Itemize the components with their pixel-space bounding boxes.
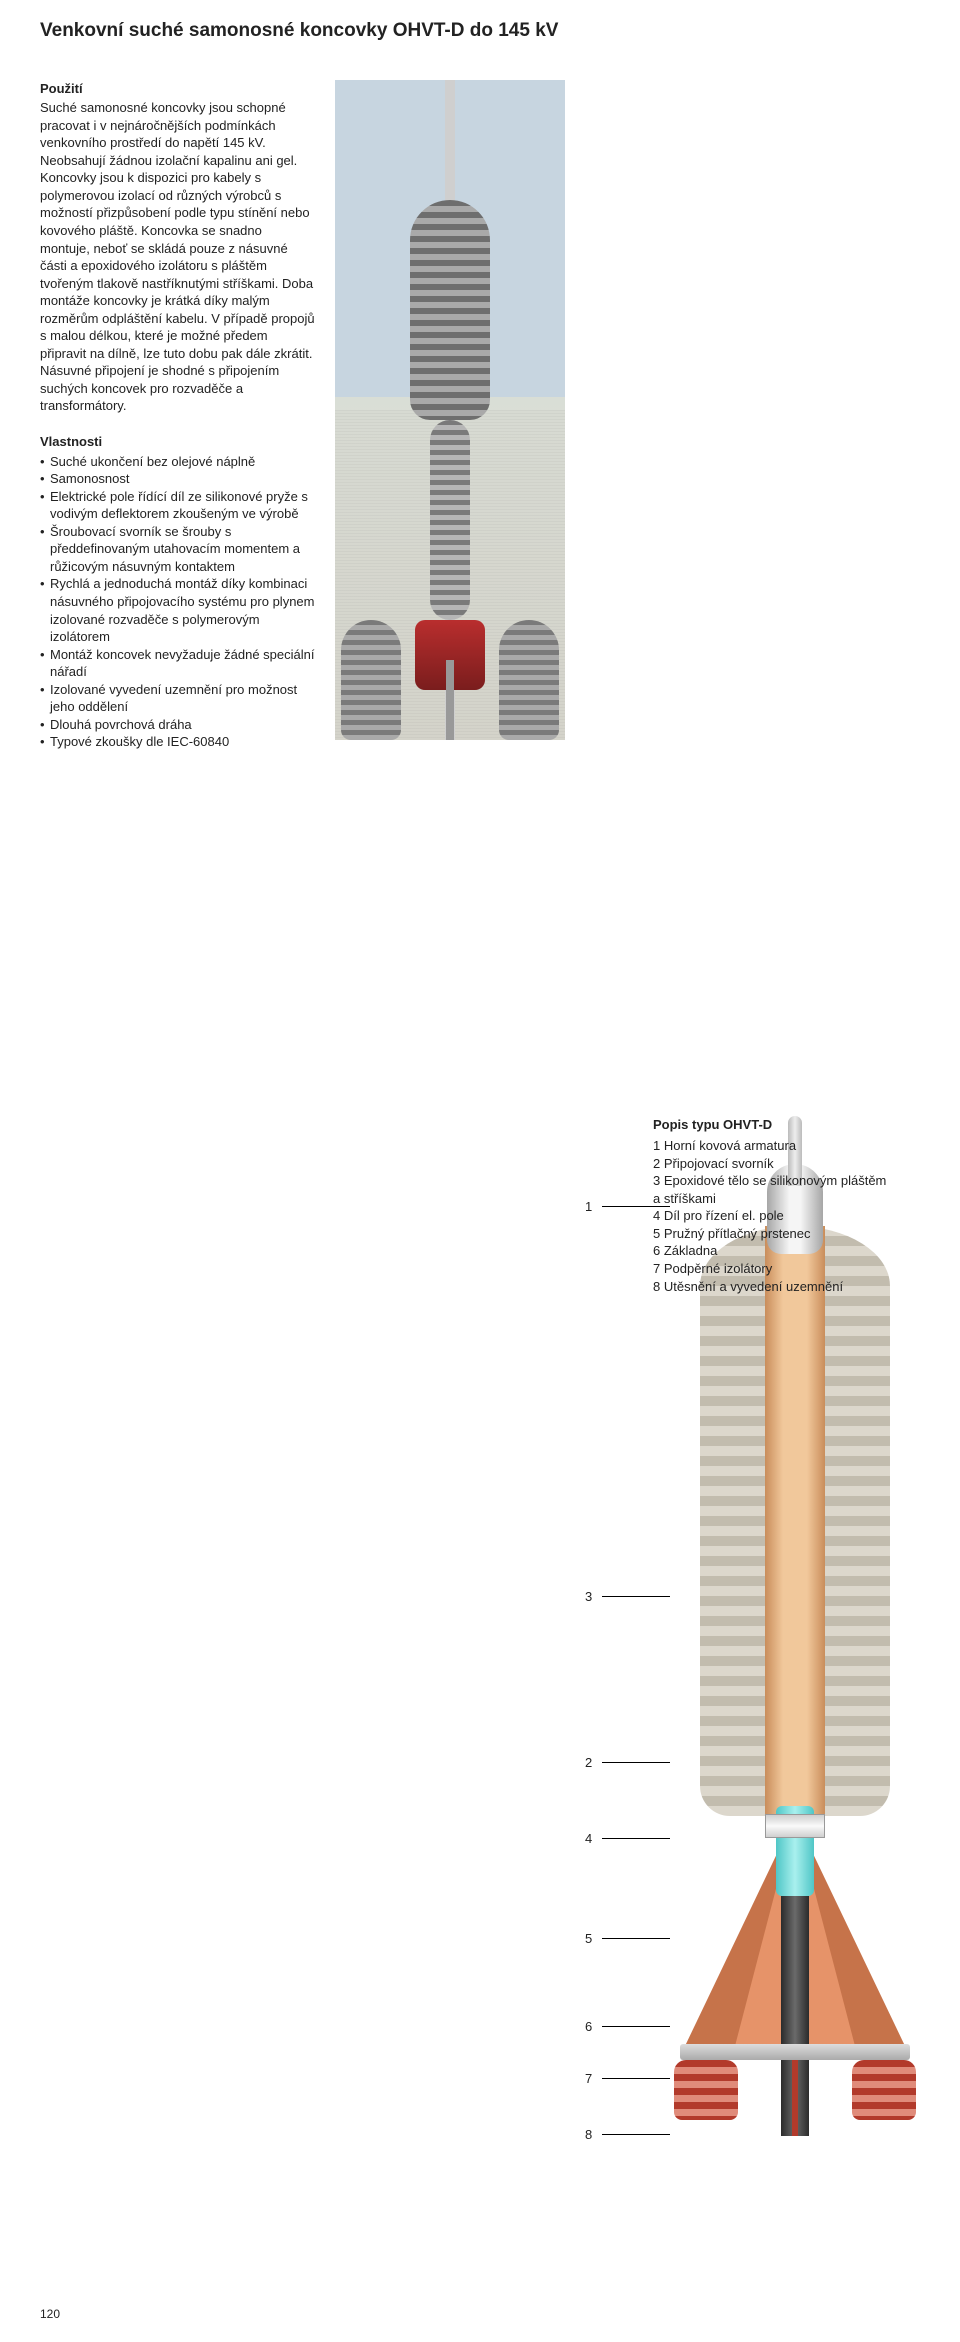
- feature-item: Montáž koncovek nevyžaduje žádné speciál…: [40, 646, 315, 681]
- product-photo: [335, 80, 565, 740]
- usage-heading: Použití: [40, 80, 315, 98]
- callout-6: 6: [585, 2018, 670, 2036]
- callout-5: 5: [585, 1930, 670, 1948]
- legend-item: 6 Základna: [653, 1242, 920, 1260]
- callout-number: 6: [585, 2018, 592, 2036]
- photo-base-rod: [446, 660, 454, 740]
- legend-item: 5 Pružný přítlačný prstenec: [653, 1225, 920, 1243]
- legend-item: 2 Připojovací svorník: [653, 1155, 920, 1173]
- diagram-clamp: [765, 1814, 825, 1838]
- legend-item: 8 Utěsnění a vyvedení uzemnění: [653, 1278, 920, 1296]
- callout-2: 2: [585, 1754, 670, 1772]
- photo-insulator: [410, 200, 490, 420]
- callout-number: 8: [585, 2126, 592, 2144]
- callout-8: 8: [585, 2126, 670, 2144]
- right-column: 13245678 Popis typu OHVT-D 1 Horní kovov…: [585, 80, 920, 2276]
- features-list: Suché ukončení bez olejové náplněSamonos…: [40, 453, 315, 751]
- page-title: Venkovní suché samonosné koncovky OHVT-D…: [40, 18, 920, 44]
- callout-number: 2: [585, 1754, 592, 1772]
- left-column: Použití Suché samonosné koncovky jsou sc…: [40, 80, 315, 2276]
- callout-number: 5: [585, 1930, 592, 1948]
- legend-item: 7 Podpěrné izolátory: [653, 1260, 920, 1278]
- callout-number: 4: [585, 1830, 592, 1848]
- feature-item: Dlouhá povrchová dráha: [40, 716, 315, 734]
- middle-column: [335, 80, 565, 2276]
- diagram-baseplate: [680, 2044, 910, 2060]
- features-heading: Vlastnosti: [40, 433, 315, 451]
- feature-item: Izolované vyvedení uzemnění pro možnost …: [40, 681, 315, 716]
- diagram-ground-lead: [792, 2060, 798, 2136]
- diagram-epoxy-body: [765, 1226, 825, 1816]
- usage-body: Suché samonosné koncovky jsou schopné pr…: [40, 100, 315, 413]
- callout-line: [602, 1762, 670, 1763]
- callout-number: 3: [585, 1588, 592, 1606]
- callout-4: 4: [585, 1830, 670, 1848]
- callout-line: [602, 1838, 670, 1839]
- callout-line: [602, 2078, 670, 2079]
- feature-item: Elektrické pole řídící díl ze silikonové…: [40, 488, 315, 523]
- photo-right-unit: [499, 620, 559, 740]
- diagram-support-left: [674, 2060, 738, 2120]
- legend-item: 3 Epoxidové tělo se silikonovým pláštěm: [653, 1172, 920, 1190]
- page-footer: 120: [40, 2306, 920, 2322]
- feature-item: Šroubovací svorník se šrouby s předdefin…: [40, 523, 315, 576]
- callout-line: [602, 2026, 670, 2027]
- feature-item: Samonosnost: [40, 470, 315, 488]
- photo-thin-insulator: [430, 420, 470, 620]
- callout-line: [602, 2134, 670, 2135]
- legend-item: 4 Díl pro řízení el. pole: [653, 1207, 920, 1225]
- feature-item: Suché ukončení bez olejové náplně: [40, 453, 315, 471]
- callout-7: 7: [585, 2070, 670, 2088]
- callout-line: [602, 1596, 670, 1597]
- legend-item: a stříškami: [653, 1190, 920, 1208]
- main-layout: Použití Suché samonosné koncovky jsou sc…: [40, 80, 920, 2276]
- callout-number: 7: [585, 2070, 592, 2088]
- callout-line: [602, 1938, 670, 1939]
- callout-3: 3: [585, 1588, 670, 1606]
- feature-item: Rychlá a jednoduchá montáž díky kombinac…: [40, 575, 315, 645]
- legend-item: 1 Horní kovová armatura: [653, 1137, 920, 1155]
- photo-left-unit: [341, 620, 401, 740]
- callout-number: 1: [585, 1198, 592, 1216]
- feature-item: Typové zkoušky dle IEC-60840: [40, 733, 315, 751]
- diagram-support-right: [852, 2060, 916, 2120]
- diagram-wrapper: 13245678 Popis typu OHVT-D 1 Horní kovov…: [585, 1116, 920, 2276]
